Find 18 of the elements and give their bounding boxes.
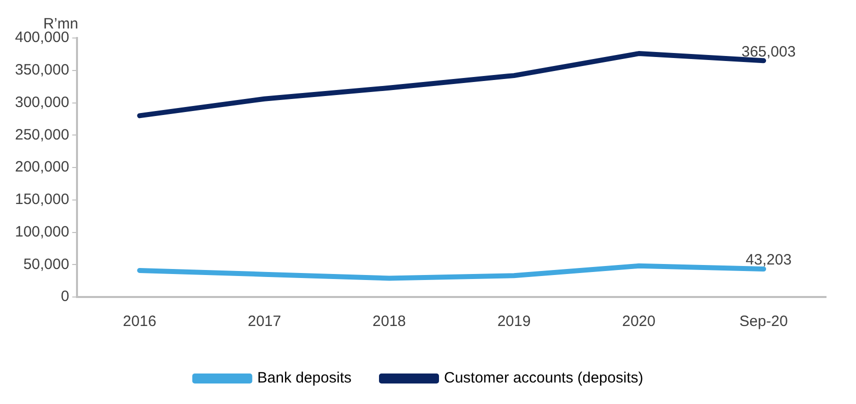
x-tick-label: 2020: [622, 313, 656, 330]
y-tick-label: 0: [60, 288, 70, 306]
x-tick-label: 2017: [248, 313, 282, 330]
legend-label: Customer accounts (deposits): [444, 370, 644, 387]
x-tick-label: 2018: [372, 313, 406, 330]
legend-label: Bank deposits: [257, 370, 352, 387]
data-label: 43,203: [746, 252, 792, 269]
data-label: 365,003: [741, 43, 796, 60]
y-tick-label: 150,000: [14, 191, 70, 208]
x-tick-label: 2016: [122, 313, 156, 330]
y-tick-label: 100,000: [14, 223, 70, 240]
y-tick-label: 350,000: [14, 62, 70, 79]
x-tick-label: Sep-20: [739, 313, 788, 330]
x-tick-label: 2019: [497, 313, 531, 330]
y-tick-label: 300,000: [14, 94, 70, 111]
y-tick-label: 50,000: [23, 256, 70, 273]
y-tick-label: 200,000: [14, 158, 70, 176]
y-tick-label: 250,000: [14, 126, 70, 144]
